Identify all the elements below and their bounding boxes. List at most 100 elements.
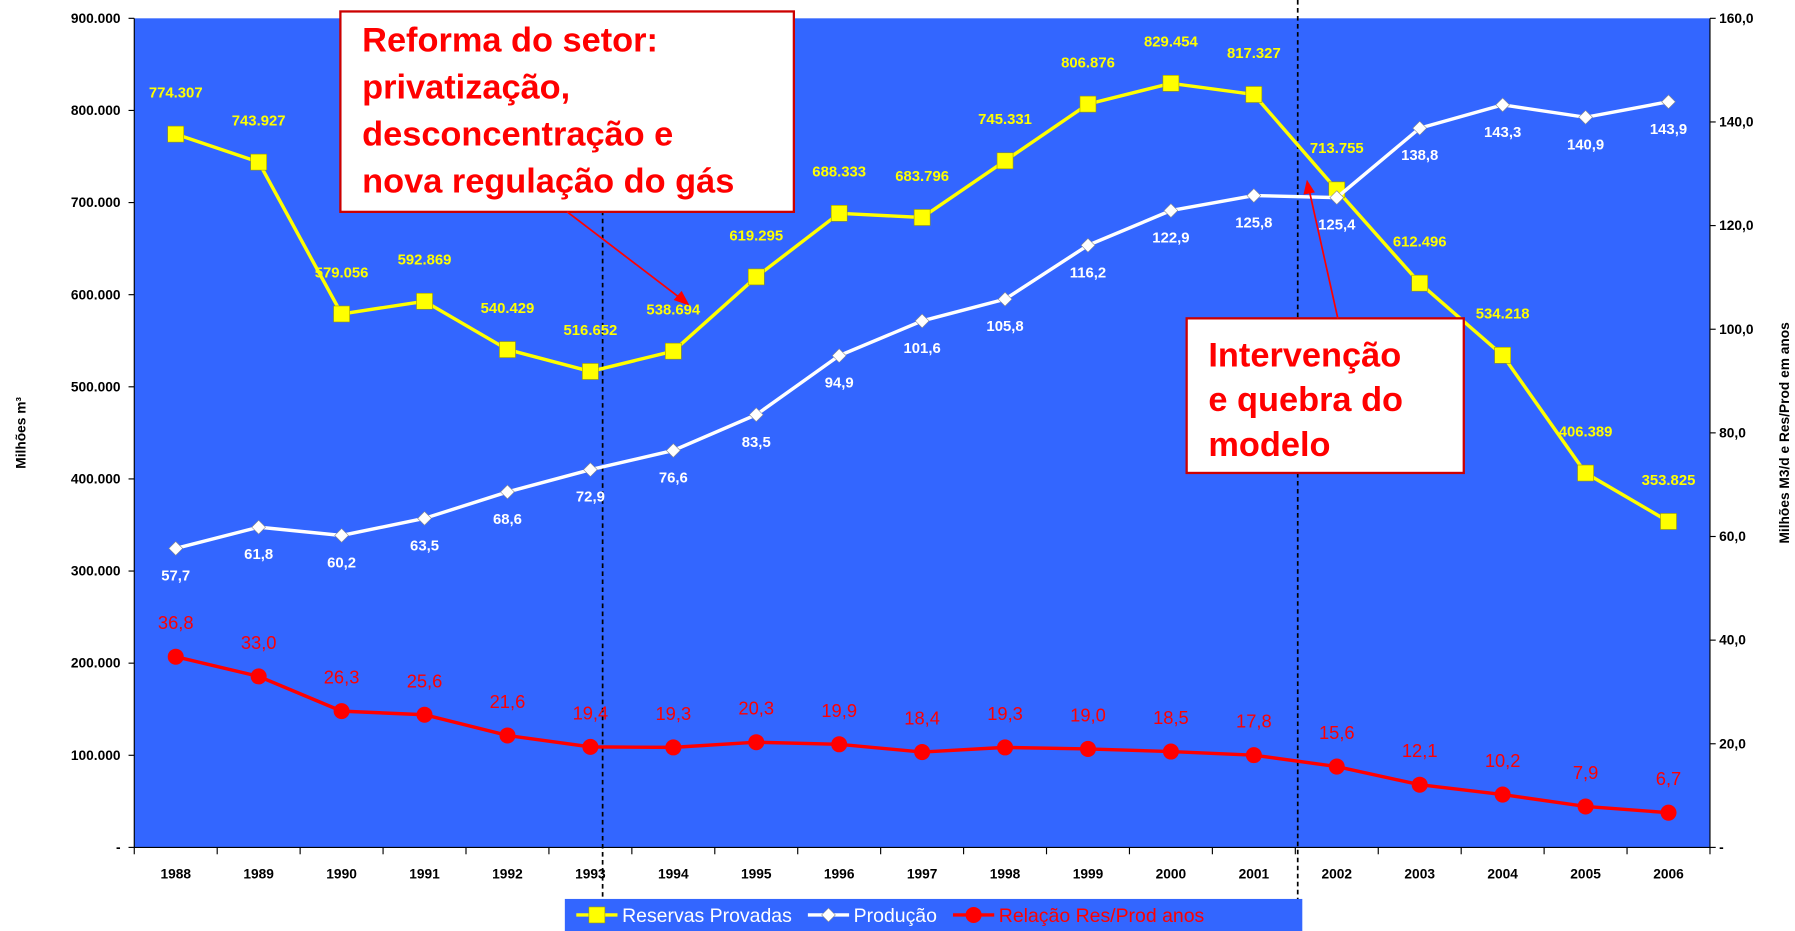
data-label: 138,8 — [1401, 148, 1438, 164]
x-tick-label: 2006 — [1653, 866, 1684, 881]
y-tick-label: 400.000 — [71, 472, 121, 487]
marker — [831, 348, 847, 363]
marker — [167, 648, 184, 665]
data-label: 406.389 — [1559, 424, 1613, 440]
x-tick-label: 1998 — [990, 866, 1021, 881]
data-label: 76,6 — [659, 471, 688, 487]
x-tick-label: 2003 — [1404, 866, 1435, 881]
data-label: 140,9 — [1567, 137, 1604, 153]
marker — [1494, 346, 1511, 364]
marker — [499, 727, 516, 744]
y2-tick-label: 20,0 — [1719, 736, 1746, 751]
data-label: 15,6 — [1319, 722, 1355, 743]
marker — [168, 541, 184, 556]
data-label: 36,8 — [158, 612, 194, 633]
data-label: 538.694 — [646, 303, 700, 319]
data-label: 143,3 — [1484, 125, 1521, 141]
marker — [1079, 740, 1097, 757]
data-label: 125,4 — [1318, 218, 1356, 234]
marker — [250, 153, 267, 171]
marker — [417, 511, 432, 526]
y2-tick-label: 60,0 — [1719, 529, 1746, 544]
data-label: 94,9 — [825, 376, 854, 392]
data-label: 105,8 — [986, 319, 1023, 335]
data-label: 829.454 — [1144, 35, 1198, 51]
marker — [1660, 513, 1677, 530]
y2-tick-label: 160,0 — [1719, 11, 1754, 26]
x-tick-label: 2001 — [1239, 866, 1270, 881]
annotation: Reforma do setor: privatização, desconcent… — [339, 10, 796, 306]
marker — [1245, 747, 1262, 764]
x-tick-label: 2005 — [1570, 866, 1601, 881]
data-label: 19,0 — [1070, 704, 1106, 725]
marker — [500, 484, 515, 500]
x-tick-label: 1997 — [907, 866, 938, 881]
y2-tick-label: 40,0 — [1719, 633, 1746, 648]
y-tick-label: - — [116, 840, 121, 855]
marker — [1577, 798, 1594, 815]
arrow — [1308, 189, 1339, 319]
marker — [1080, 238, 1096, 253]
data-label: 101,6 — [904, 341, 941, 357]
marker — [1245, 86, 1263, 103]
arrow-head — [673, 290, 690, 306]
arrow-head — [1303, 179, 1315, 195]
data-label: 683.796 — [895, 169, 949, 185]
marker — [1328, 758, 1345, 775]
data-label: 6,7 — [1656, 768, 1681, 789]
annotation-text: e quebra do — [1208, 381, 1403, 419]
data-label: 774.307 — [149, 85, 203, 101]
marker — [913, 209, 931, 226]
y2-tick-label: 80,0 — [1719, 425, 1746, 440]
x-tick-label: 2002 — [1322, 866, 1353, 881]
data-label: 592.869 — [398, 253, 452, 269]
y-tick-label: 200.000 — [71, 656, 121, 671]
data-label: 116,2 — [1070, 265, 1106, 281]
data-label: 19,3 — [987, 703, 1023, 724]
marker — [914, 313, 930, 329]
x-tick-label: 1993 — [575, 866, 606, 881]
marker — [1411, 274, 1429, 292]
marker — [1163, 203, 1179, 218]
annotation-box — [339, 10, 796, 213]
data-label: 7,9 — [1573, 762, 1598, 783]
data-label: 817.327 — [1227, 46, 1281, 62]
annotation-text: modelo — [1208, 426, 1330, 464]
marker — [830, 205, 848, 222]
marker — [821, 907, 836, 923]
data-label: 83,5 — [742, 435, 771, 451]
marker — [250, 668, 267, 685]
marker — [1577, 464, 1594, 482]
x-tick-label: 1994 — [658, 866, 689, 881]
annotation-box — [1185, 317, 1465, 475]
y-tick-label: 700.000 — [71, 195, 121, 210]
y2-tick-label: - — [1719, 840, 1724, 855]
annotation-text: desconcentração e — [362, 115, 673, 153]
marker — [1494, 786, 1511, 803]
marker — [582, 738, 599, 755]
marker — [334, 528, 349, 543]
y2-tick-label: 140,0 — [1719, 115, 1754, 130]
x-tick-label: 2004 — [1487, 866, 1518, 881]
data-label: 19,3 — [655, 703, 691, 724]
data-label: 713.755 — [1310, 141, 1364, 157]
marker — [996, 152, 1014, 170]
data-label: 534.218 — [1476, 307, 1530, 323]
marker — [1079, 95, 1097, 113]
data-label: 540.429 — [481, 301, 535, 317]
data-label: 353.825 — [1642, 473, 1696, 489]
marker — [416, 706, 433, 723]
marker — [748, 734, 765, 751]
annotation-text: nova regulação do gás — [362, 162, 734, 200]
data-label: 26,3 — [324, 667, 360, 688]
marker — [582, 363, 599, 380]
marks: 774.307 743.927 579.056 592.869 540.429 516.6… — [149, 35, 1696, 821]
data-label: 516.652 — [564, 323, 618, 339]
data-label: 21,6 — [490, 691, 526, 712]
x-tick-label: 1988 — [160, 866, 191, 881]
marker — [747, 268, 765, 286]
data-label: 63,5 — [410, 538, 439, 554]
legend-label: Reservas Provadas — [622, 905, 792, 927]
data-label: 68,6 — [493, 512, 522, 528]
marker — [333, 703, 350, 720]
